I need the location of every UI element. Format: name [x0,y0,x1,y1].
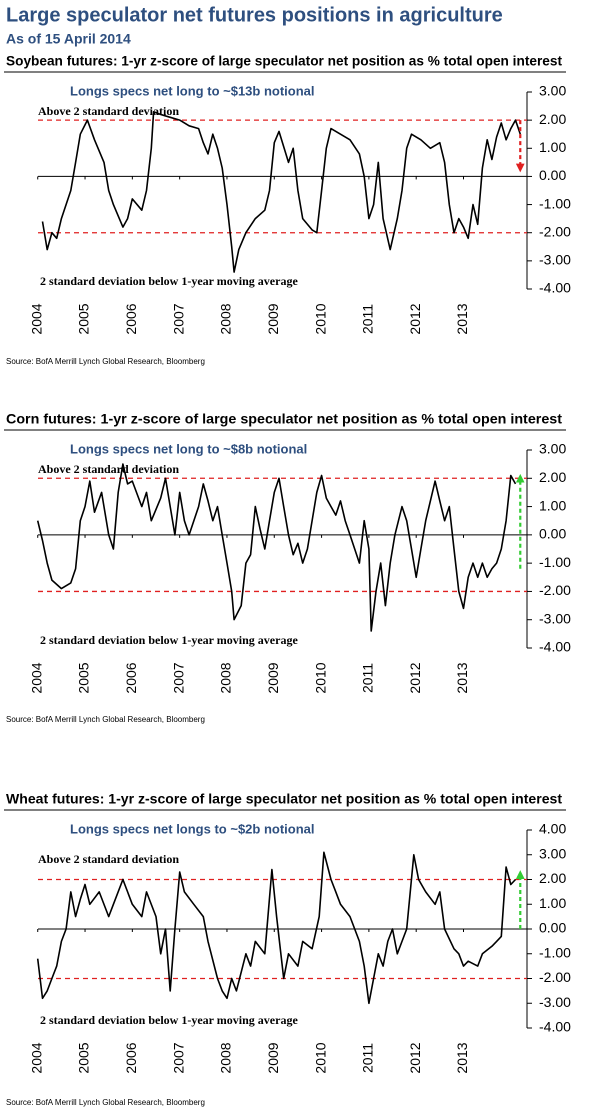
x-tick-label: 2008 [218,1042,234,1073]
x-tick-label: 2009 [265,1042,281,1073]
x-tick-label: 2005 [76,303,92,334]
y-tick-label: 3.00 [539,83,566,99]
y-tick-label: 3.00 [539,845,566,861]
x-tick-label: 2007 [170,303,186,334]
x-tick-label: 2012 [407,303,423,334]
x-tick-label: 2005 [76,662,92,693]
x-tick-label: 2004 [28,303,44,334]
annotation: Above 2 standard deviation [38,852,179,866]
x-tick-label: 2004 [28,1042,44,1073]
x-tick-label: 2012 [407,662,423,693]
y-tick-label: -4.00 [539,280,571,296]
y-tick-label: -2.00 [539,969,571,985]
source-note: Source: BofA Merrill Lynch Global Resear… [6,1098,205,1107]
x-tick-label: 2008 [218,662,234,693]
annotation: Longs specs net long to ~$8b notional [70,441,307,456]
x-tick-label: 2011 [360,663,376,693]
x-tick-label: 2013 [454,303,470,334]
y-tick-label: 4.00 [539,821,566,837]
x-tick-label: 2009 [265,303,281,334]
x-tick-label: 2013 [454,662,470,693]
x-tick-label: 2007 [170,662,186,693]
x-tick-label: 2006 [123,662,139,693]
y-tick-label: 3.00 [539,441,566,457]
y-tick-label: 1.00 [539,139,566,155]
x-tick-label: 2010 [312,303,328,334]
chart-heading: Wheat futures: 1-yr z-score of large spe… [6,791,562,807]
y-tick-label: 1.00 [539,895,566,911]
x-tick-label: 2007 [170,1042,186,1073]
y-tick-label: 0.00 [539,920,566,936]
x-tick-label: 2011 [360,1043,376,1073]
annotation: Longs specs net long to ~$13b notional [70,83,315,98]
x-tick-label: 2009 [265,662,281,693]
x-tick-label: 2006 [123,303,139,334]
y-tick-label: -4.00 [539,639,571,655]
annotation: 2 standard deviation below 1-year moving… [40,633,298,647]
y-tick-label: 0.00 [539,526,566,542]
annotation: Longs specs net longs to ~$2b notional [70,821,315,836]
y-tick-label: 1.00 [539,497,566,513]
y-tick-label: 2.00 [539,111,566,127]
x-tick-label: 2006 [123,1042,139,1073]
y-tick-label: 2.00 [539,870,566,886]
x-tick-label: 2011 [360,304,376,334]
x-tick-label: 2012 [407,1042,423,1073]
annotation: 2 standard deviation below 1-year moving… [40,1013,298,1027]
y-tick-label: -1.00 [539,195,571,211]
source-note: Source: BofA Merrill Lynch Global Resear… [6,357,205,366]
x-tick-label: 2013 [454,1042,470,1073]
data-line [41,110,522,273]
y-tick-label: -1.00 [539,554,571,570]
y-tick-label: -3.00 [539,252,571,268]
data-line [36,851,517,1005]
x-tick-label: 2004 [28,662,44,693]
annotation: 2 standard deviation below 1-year moving… [40,274,298,288]
x-tick-label: 2008 [218,303,234,334]
x-tick-label: 2005 [76,1042,92,1073]
y-tick-label: 0.00 [539,167,566,183]
annotation: Above 2 standard deviation [38,462,179,476]
y-tick-label: -1.00 [539,944,571,960]
y-tick-label: -2.00 [539,582,571,598]
page-title: Large speculator net futures positions i… [6,4,503,26]
annotation: Above 2 standard deviation [38,104,179,118]
y-tick-label: -4.00 [539,1019,571,1035]
chart-heading: Corn futures: 1-yr z-score of large spec… [6,411,562,427]
y-tick-label: -3.00 [539,610,571,626]
x-tick-label: 2010 [312,662,328,693]
source-note: Source: BofA Merrill Lynch Global Resear… [6,715,205,724]
y-tick-label: -3.00 [539,994,571,1010]
data-line [36,463,517,632]
x-tick-label: 2010 [312,1042,328,1073]
y-tick-label: -2.00 [539,223,571,239]
page-subtitle: As of 15 April 2014 [6,31,131,47]
chart-heading: Soybean futures: 1-yr z-score of large s… [6,53,562,69]
y-tick-label: 2.00 [539,469,566,485]
